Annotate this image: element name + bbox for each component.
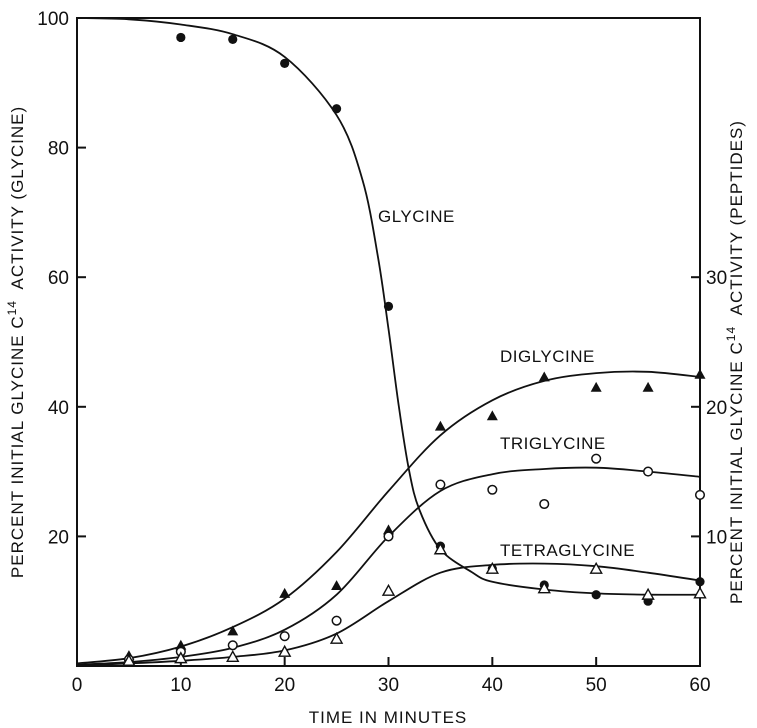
point-diglycine: [434, 420, 446, 431]
y-left-tick-label: 40: [48, 398, 69, 419]
point-tetraglycine: [226, 649, 240, 663]
point-tetraglycine: [693, 586, 707, 599]
point-triglycine: [331, 615, 342, 626]
y-right-axis-title-sup: 14: [724, 326, 738, 341]
point-triglycine: [487, 484, 498, 495]
x-tick-label: 30: [378, 675, 399, 696]
x-tick-label: 10: [170, 675, 191, 696]
y-right-axis-title-main: PERCENT INITIAL GLYCINE C: [727, 341, 746, 604]
point-tetraglycine: [433, 542, 448, 555]
point-tetraglycine: [537, 581, 551, 594]
y-left-tick-label: 60: [48, 268, 69, 289]
x-tick-label: 50: [586, 675, 607, 696]
point-diglycine: [590, 381, 602, 392]
point-triglycine: [279, 631, 290, 642]
point-glycine: [280, 58, 290, 68]
curves-group: [76, 17, 701, 667]
x-axis-title: TIME IN MINUTES: [309, 708, 468, 727]
y-left-axis-title: PERCENT INITIAL GLYCINE C14 ACTIVITY (GL…: [5, 106, 27, 578]
point-triglycine: [539, 498, 550, 510]
y-left-tick-label: 80: [48, 139, 69, 160]
point-diglycine: [383, 524, 394, 535]
curve-diglycine: [76, 370, 701, 665]
point-diglycine: [279, 587, 291, 598]
series-label-diglycine: DIGLYCINE: [500, 347, 595, 366]
point-tetraglycine: [381, 583, 396, 596]
point-tetraglycine: [277, 644, 292, 657]
y-left-axis-title-main: PERCENT INITIAL GLYCINE C: [8, 315, 27, 578]
series-label-tetraglycine: TETRAGLYCINE: [500, 541, 635, 560]
curve-triglycine: [76, 466, 701, 666]
markers-group: [122, 32, 707, 666]
point-triglycine: [435, 479, 446, 490]
y-left-axis-title-tail: ACTIVITY (GLYCINE): [8, 106, 27, 290]
y-left-tick-label: 20: [48, 527, 69, 548]
point-triglycine: [643, 466, 654, 477]
point-triglycine: [383, 531, 394, 542]
point-glycine: [331, 104, 342, 114]
point-diglycine: [175, 639, 187, 650]
point-glycine: [695, 577, 705, 587]
point-diglycine: [642, 381, 654, 392]
y-right-tick-label: 30: [706, 268, 727, 289]
point-diglycine: [227, 625, 239, 636]
plot-frame: [76, 17, 701, 667]
x-tick-label: 60: [689, 675, 710, 696]
point-triglycine: [694, 489, 706, 500]
point-glycine: [228, 34, 238, 44]
point-triglycine: [591, 453, 602, 464]
point-diglycine: [486, 410, 498, 421]
y-right-axis-title-tail: ACTIVITY (PEPTIDES): [727, 120, 746, 315]
y-left-tick-label: 100: [37, 9, 69, 30]
y-left-axis-title-sup: 14: [5, 300, 19, 315]
x-tick-label: 20: [274, 675, 295, 696]
y-right-tick-label: 20: [706, 398, 727, 419]
y-right-axis-title: PERCENT INITIAL GLYCINE C14 ACTIVITY (PE…: [724, 120, 746, 604]
point-triglycine: [227, 640, 238, 651]
point-glycine: [383, 301, 394, 311]
point-glycine: [176, 32, 186, 43]
point-glycine: [591, 590, 601, 600]
point-diglycine: [331, 580, 343, 591]
point-tetraglycine: [589, 561, 603, 574]
point-tetraglycine: [174, 651, 188, 664]
point-diglycine: [538, 371, 550, 382]
point-diglycine: [694, 368, 706, 379]
x-tick-label: 40: [482, 675, 503, 696]
point-tetraglycine: [485, 561, 500, 574]
point-tetraglycine: [641, 587, 655, 600]
series-label-glycine: GLYCINE: [378, 207, 455, 226]
ticks-group: 0 10 20 30 40 50 60 20 40 60 80 100 10 20 30: [37, 9, 727, 696]
series-label-triglycine: TRIGLYCINE: [500, 434, 606, 453]
point-tetraglycine: [329, 631, 344, 644]
point-tetraglycine: [122, 653, 136, 666]
y-right-tick-label: 10: [706, 527, 727, 548]
x-tick-label: 0: [72, 675, 83, 696]
